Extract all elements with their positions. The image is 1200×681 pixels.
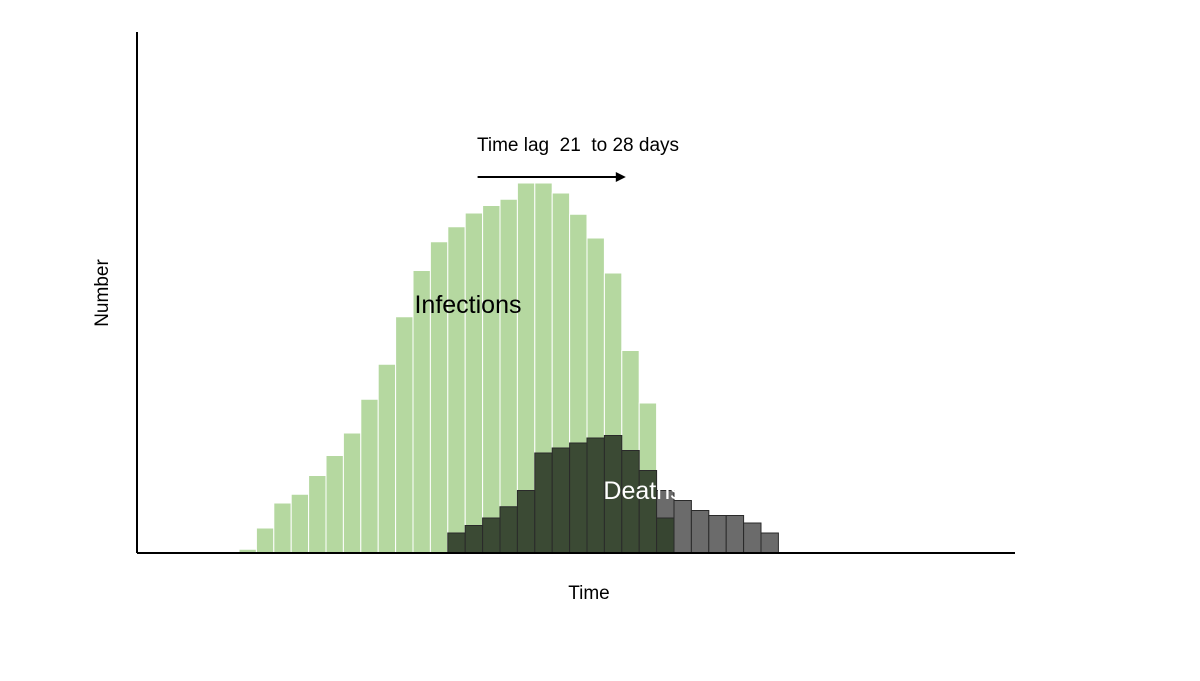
- infections-bar: [342, 432, 362, 554]
- infections-bar: [464, 212, 484, 554]
- x-axis-label: Time: [568, 583, 610, 604]
- deaths-bar: [464, 525, 484, 554]
- y-axis-label: Number: [92, 259, 113, 327]
- deaths-bar: [516, 490, 536, 554]
- deaths-bar: [690, 510, 710, 554]
- deaths-bar: [743, 522, 762, 554]
- deaths-series-label: Deaths: [603, 477, 682, 505]
- deaths-bar: [569, 442, 588, 554]
- infections-bar: [273, 502, 292, 554]
- deaths-bar: [482, 517, 501, 554]
- infections-bar: [290, 493, 310, 554]
- infections-bar: [395, 316, 414, 554]
- deaths-bar: [725, 515, 745, 554]
- infections-series-label: Infections: [414, 291, 521, 319]
- deaths-bar: [534, 452, 553, 554]
- deaths-bar: [499, 506, 518, 554]
- infections-bar: [499, 198, 518, 554]
- infections-bar: [325, 455, 344, 554]
- infections-bar: [255, 527, 275, 554]
- deaths-bar: [447, 532, 466, 554]
- overlap-layer: [656, 517, 675, 554]
- infections-bar: [429, 241, 449, 554]
- overlap-bar: [656, 517, 675, 554]
- time-lag-arrowhead: [615, 172, 626, 182]
- deaths-bar: [586, 437, 605, 554]
- time-lag-annotation: Time lag 21 to 28 days: [477, 135, 679, 156]
- infections-bar: [377, 363, 397, 554]
- deaths-bar: [673, 500, 692, 554]
- infections-bar: [447, 226, 466, 554]
- infections-bar: [360, 398, 379, 554]
- infections-bar: [308, 475, 327, 554]
- deaths-bar: [551, 447, 571, 554]
- bar-layer: [238, 182, 779, 554]
- infections-bar: [482, 205, 501, 554]
- deaths-bar: [760, 532, 779, 554]
- deaths-bar: [708, 515, 727, 554]
